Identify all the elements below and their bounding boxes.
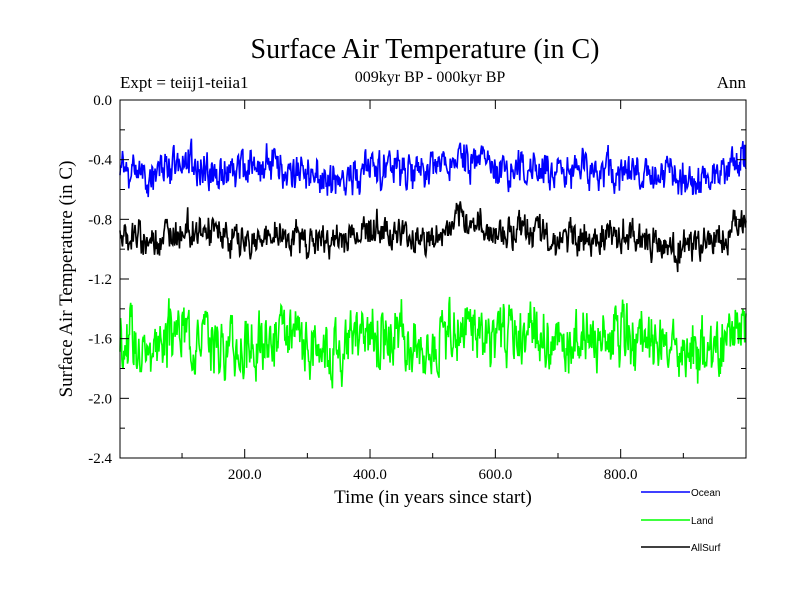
- x-tick-label: 600.0: [478, 467, 512, 483]
- x-tick-label: 400.0: [353, 467, 387, 483]
- y-tick-label: -1.2: [88, 272, 112, 288]
- x-axis-label: Time (in years since start): [334, 487, 532, 508]
- y-tick-label: -2.4: [88, 451, 112, 467]
- y-axis-label: Surface Air Temperature (in C): [56, 161, 77, 398]
- y-tick-label: -0.8: [88, 212, 112, 228]
- series-line-allsurf: [119, 201, 747, 273]
- x-tick-label: 800.0: [604, 467, 638, 483]
- x-tick-label: 200.0: [228, 467, 262, 483]
- legend-label: AllSurf: [691, 543, 721, 554]
- y-tick-label: -1.6: [88, 332, 112, 348]
- series-line-ocean: [119, 138, 747, 198]
- series-layer: [119, 138, 747, 389]
- legend-label: Land: [691, 516, 713, 527]
- tick-layer: 200.0 400.0 600.0 800.0 0.0 -0.4 -0.8 -1.2 -1.6 -…: [88, 93, 746, 483]
- y-tick-label: -2.0: [88, 391, 112, 407]
- season-label: Ann: [717, 73, 747, 92]
- chart-subtitle: 009kyr BP - 000kyr BP: [355, 69, 506, 86]
- y-tick-label: 0.0: [93, 93, 112, 109]
- experiment-label: Expt = teiij1-teiia1: [120, 73, 249, 92]
- legend: Ocean Land AllSurf: [641, 488, 721, 554]
- series-line-land: [119, 296, 747, 389]
- chart-title: Surface Air Temperature (in C): [251, 34, 600, 65]
- y-tick-label: -0.4: [88, 153, 112, 169]
- legend-label: Ocean: [691, 488, 720, 499]
